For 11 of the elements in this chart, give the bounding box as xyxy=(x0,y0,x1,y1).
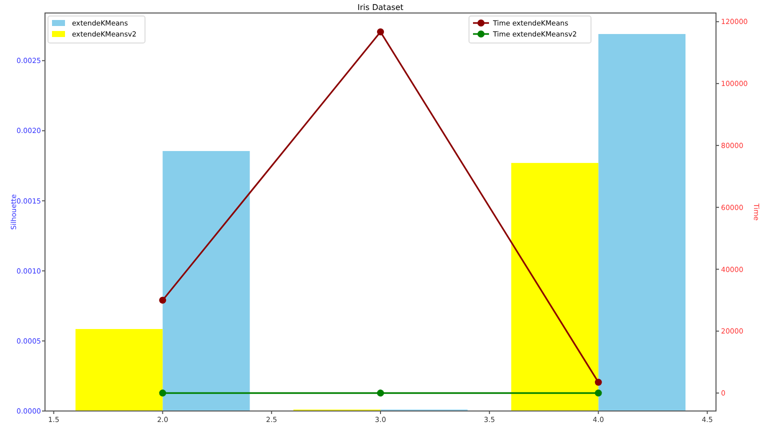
bar xyxy=(598,34,686,411)
bar xyxy=(162,151,250,411)
bar xyxy=(511,162,598,411)
point xyxy=(377,390,384,397)
bar xyxy=(76,329,163,411)
point xyxy=(159,296,166,304)
chart-title: Iris Dataset xyxy=(358,3,404,12)
point xyxy=(159,390,166,397)
point xyxy=(377,28,384,36)
point xyxy=(594,390,602,397)
point xyxy=(594,378,602,386)
